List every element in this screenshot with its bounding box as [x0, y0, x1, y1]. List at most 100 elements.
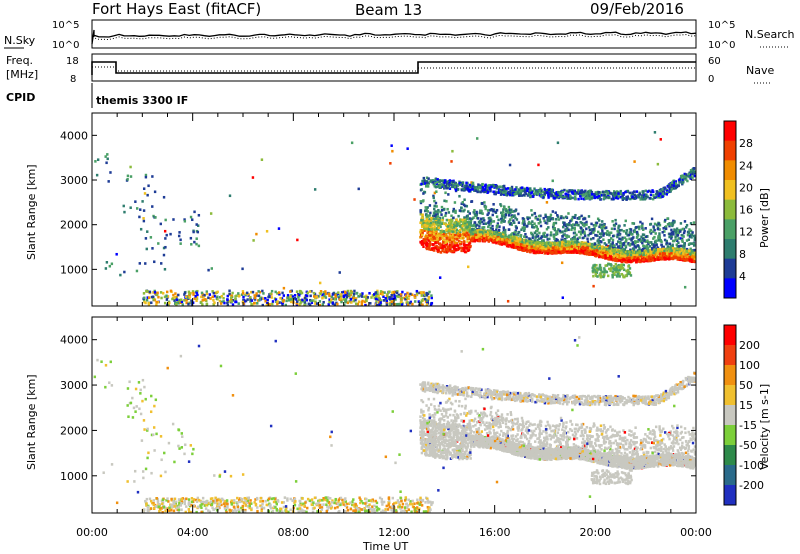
scatter-point	[552, 250, 556, 253]
scatter-point	[205, 302, 209, 306]
scatter-point	[535, 225, 538, 229]
scatter-point	[274, 298, 278, 301]
scatter-point	[256, 299, 260, 302]
scatter-point	[390, 293, 393, 297]
scatter-point	[593, 249, 597, 253]
scatter-point	[549, 217, 552, 221]
scatter-point	[350, 301, 353, 304]
scatter-point	[169, 232, 172, 236]
scatter-point	[438, 276, 442, 279]
scatter-point	[422, 237, 425, 241]
scatter-point	[590, 222, 593, 226]
scatter-point	[439, 251, 443, 254]
scatter-point	[432, 196, 435, 200]
scatter-point	[147, 184, 150, 188]
scatter-point	[650, 217, 654, 221]
scatter-point	[481, 226, 484, 229]
scatter-point	[550, 247, 553, 251]
scatter-point	[577, 241, 580, 245]
scatter-point	[449, 219, 452, 222]
scatter-point	[419, 200, 422, 203]
scatter-point	[433, 199, 436, 203]
scatter-point	[230, 300, 233, 303]
scatter-point	[671, 239, 675, 243]
scatter-point	[295, 303, 299, 307]
scatter-point	[194, 294, 197, 298]
scatter-point	[526, 224, 529, 228]
scatter-point	[443, 199, 446, 203]
scatter-point	[640, 249, 644, 252]
scatter-point	[452, 210, 455, 213]
scatter-point	[376, 289, 379, 293]
scatter-point	[485, 236, 488, 240]
scatter-point	[545, 245, 549, 248]
scatter-point	[614, 259, 617, 262]
scatter-point	[484, 205, 488, 209]
scatter-point	[507, 235, 510, 239]
frequency-trace	[91, 61, 696, 75]
scatter-point	[675, 251, 679, 254]
scatter-point	[507, 205, 511, 209]
freq-label-line2: [MHz]	[6, 68, 38, 81]
scatter-point	[328, 298, 331, 302]
scatter-point	[457, 247, 460, 250]
scatter-point	[668, 252, 671, 256]
scatter-point	[175, 298, 179, 302]
scatter-point	[314, 302, 317, 305]
scatter-point	[228, 194, 232, 198]
scatter-point	[674, 230, 678, 234]
scatter-point	[174, 292, 177, 295]
scatter-point	[546, 215, 549, 219]
scatter-point	[195, 299, 198, 302]
scatter-point	[146, 230, 149, 233]
scatter-point	[432, 194, 435, 198]
scatter-point	[688, 255, 691, 259]
scatter-point	[617, 224, 621, 228]
scatter-point	[610, 227, 614, 231]
scatter-point	[187, 302, 190, 306]
scatter-point	[637, 225, 640, 229]
scatter-point	[619, 259, 623, 263]
scatter-point	[524, 239, 528, 243]
scatter-point	[160, 262, 163, 265]
scatter-point	[152, 295, 155, 299]
scatter-point	[466, 240, 469, 243]
scatter-point	[508, 211, 512, 214]
scatter-point	[569, 247, 573, 251]
scatter-point	[515, 226, 518, 230]
scatter-point	[506, 241, 509, 245]
scatter-point	[525, 248, 528, 251]
scatter-point	[514, 230, 517, 234]
nave-tick-bottom: 0	[708, 74, 714, 85]
scatter-point	[454, 237, 457, 241]
scatter-point	[531, 220, 534, 223]
scatter-point	[451, 236, 454, 240]
scatter-point	[445, 236, 448, 240]
scatter-point	[290, 289, 293, 293]
scatter-point	[451, 230, 454, 233]
scatter-point	[686, 233, 690, 237]
scatter-point	[477, 239, 481, 242]
scatter-point	[580, 214, 583, 218]
scatter-point	[470, 181, 473, 184]
scatter-point	[543, 252, 546, 255]
scatter-point	[652, 230, 655, 233]
scatter-point	[626, 260, 629, 264]
scatter-point	[424, 240, 427, 243]
scatter-point	[599, 223, 602, 227]
scatter-point	[450, 225, 453, 228]
scatter-point	[440, 229, 444, 233]
scatter-point	[337, 291, 340, 294]
scatter-point	[468, 217, 471, 220]
scatter-point	[530, 242, 533, 246]
scatter-point	[463, 216, 466, 219]
scatter-point	[415, 289, 419, 293]
scatter-point	[421, 233, 424, 237]
scatter-point	[456, 232, 460, 236]
scatter-point	[683, 220, 687, 223]
scatter-point	[658, 256, 662, 260]
scatter-point	[433, 207, 436, 211]
scatter-point	[151, 205, 154, 208]
scatter-point	[468, 225, 471, 229]
scatter-point	[475, 224, 478, 227]
